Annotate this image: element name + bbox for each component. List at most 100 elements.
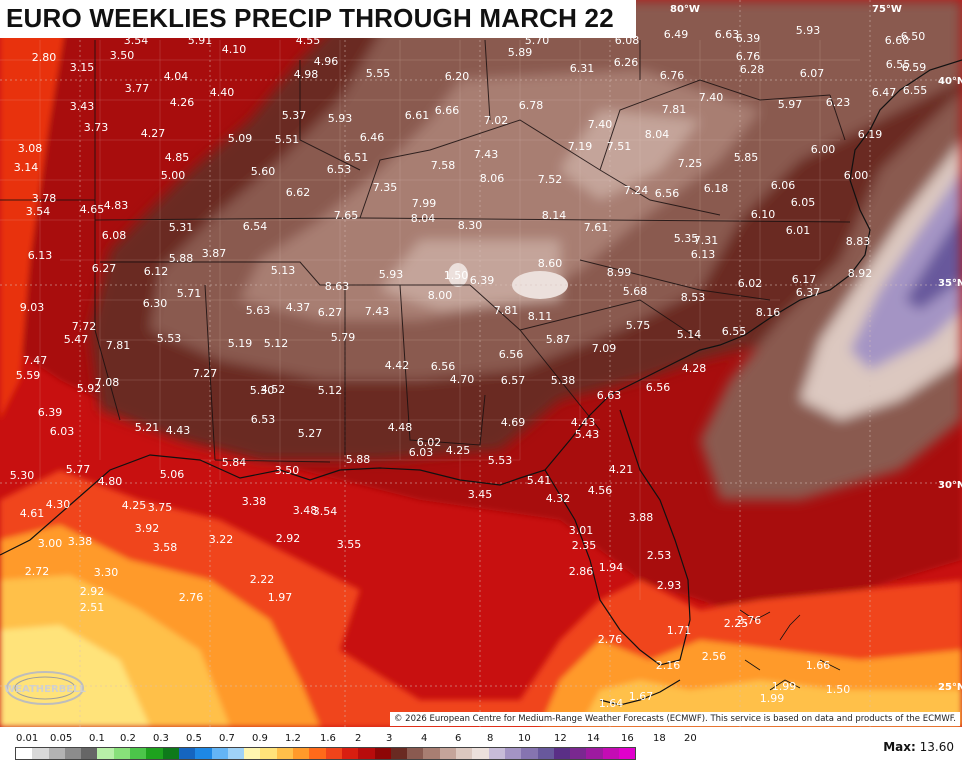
precip-value: 4.21	[609, 463, 634, 476]
legend-tick-label: 0.9	[252, 733, 268, 744]
precip-value: 5.87	[546, 333, 571, 346]
precip-value: 4.96	[314, 55, 339, 68]
legend-swatch	[570, 748, 587, 759]
precip-value: 8.04	[645, 128, 670, 141]
precip-value: 2.25	[724, 617, 749, 630]
precip-value: 6.06	[771, 179, 796, 192]
precip-value: 1.64	[599, 697, 624, 710]
precip-value: 5.68	[623, 285, 648, 298]
legend-tick-label: 6	[455, 733, 462, 744]
legend-swatch	[130, 748, 147, 759]
legend-swatch	[81, 748, 98, 759]
precip-value: 6.30	[143, 297, 168, 310]
precip-value: 8.83	[846, 235, 871, 248]
precip-value: 7.61	[584, 221, 609, 234]
precip-value: 4.42	[385, 359, 410, 372]
max-label: Max:	[883, 740, 916, 754]
precip-value: 8.00	[428, 289, 453, 302]
precip-value: 3.55	[337, 538, 362, 551]
legend-tick-label: 1.6	[320, 733, 336, 744]
legend-tick-label: 0.7	[219, 733, 235, 744]
precip-value: 2.35	[572, 539, 597, 552]
precip-value: 6.63	[597, 389, 622, 402]
precip-value: 5.93	[328, 112, 353, 125]
precip-value: 1.50	[444, 269, 469, 282]
legend-swatch	[325, 748, 342, 759]
precip-value: 7.27	[193, 367, 218, 380]
precip-value: 4.43	[571, 416, 596, 429]
precip-value: 3.43	[70, 100, 95, 113]
legend-swatch	[341, 748, 359, 759]
precip-value: 5.14	[677, 328, 702, 341]
precip-value: 7.47	[23, 354, 48, 367]
precip-value: 6.62	[286, 186, 311, 199]
legend-swatch	[16, 748, 33, 759]
precip-value: 6.76	[660, 69, 685, 82]
precip-value: 2.16	[656, 659, 681, 672]
precip-value: 3.45	[468, 488, 493, 501]
precip-value: 4.25	[122, 499, 147, 512]
coord-label: 75°W	[872, 4, 902, 15]
coord-label: 25°N	[938, 682, 962, 693]
legend-swatch	[602, 748, 619, 759]
precip-value: 7.58	[431, 159, 456, 172]
precip-value: 7.19	[568, 140, 593, 153]
legend-tick-label: 12	[554, 733, 567, 744]
legend-swatch	[48, 748, 65, 759]
precip-value: 6.55	[886, 58, 911, 71]
precip-value: 7.65	[334, 209, 359, 222]
precip-value: 6.63	[715, 28, 740, 41]
precip-value: 6.13	[691, 248, 716, 261]
max-readout: Max: 13.60	[883, 740, 954, 754]
legend-swatch	[439, 748, 457, 759]
precip-value: 6.56	[431, 360, 456, 373]
precip-value: 3.50	[110, 49, 135, 62]
precip-value: 8.11	[528, 310, 553, 323]
legend-swatch	[178, 748, 196, 759]
precip-value: 1.66	[806, 659, 831, 672]
precip-value: 2.92	[276, 532, 301, 545]
legend-swatch	[553, 748, 571, 759]
ecmwf-credit: © 2026 European Centre for Medium-Range …	[389, 712, 960, 726]
precip-value: 8.16	[756, 306, 781, 319]
precip-value: 3.73	[84, 121, 109, 134]
precip-band-west	[0, 0, 70, 420]
precip-value: 6.07	[800, 67, 825, 80]
precip-value: 5.35	[674, 232, 699, 245]
bahamas-islands	[739, 609, 841, 691]
legend-tick-label: 3	[386, 733, 393, 744]
precip-value: 2.80	[32, 51, 57, 64]
precip-value: 6.39	[470, 274, 495, 287]
precip-value: 5.27	[298, 427, 323, 440]
coord-label: 30°N	[938, 480, 962, 491]
legend-swatch	[618, 748, 636, 759]
precip-value: 5.21	[135, 421, 160, 434]
legend-tick-label: 16	[621, 733, 634, 744]
precip-value: 4.26	[170, 96, 195, 109]
precip-value: 8.30	[458, 219, 483, 232]
precip-value: 4.32	[546, 492, 571, 505]
precip-value: 6.03	[50, 425, 75, 438]
precip-value: 1.71	[667, 624, 692, 637]
precip-value: 3.54	[26, 205, 51, 218]
precip-band-0-9-1-2	[0, 625, 150, 727]
precip-value: 6.00	[811, 143, 836, 156]
precip-value: 8.14	[542, 209, 567, 222]
precip-value: 5.19	[228, 337, 253, 350]
legend-swatch	[472, 748, 489, 759]
precip-value: 7.35	[373, 181, 398, 194]
legend-tick-label: 4	[421, 733, 428, 744]
precip-value: 5.88	[169, 252, 194, 265]
precip-value: 5.93	[379, 268, 404, 281]
precip-value: 5.59	[16, 369, 41, 382]
precip-value: 3.58	[153, 541, 178, 554]
precip-value: 6.53	[327, 163, 352, 176]
precip-value: 3.48	[293, 504, 318, 517]
precip-value: 7.99	[412, 197, 437, 210]
precip-value: 6.56	[499, 348, 524, 361]
precip-value: 8.53	[681, 291, 706, 304]
precip-value: 5.71	[177, 287, 202, 300]
precip-value: 5.06	[160, 468, 185, 481]
precip-value: 7.09	[592, 342, 617, 355]
precip-value: 7.31	[694, 234, 719, 247]
